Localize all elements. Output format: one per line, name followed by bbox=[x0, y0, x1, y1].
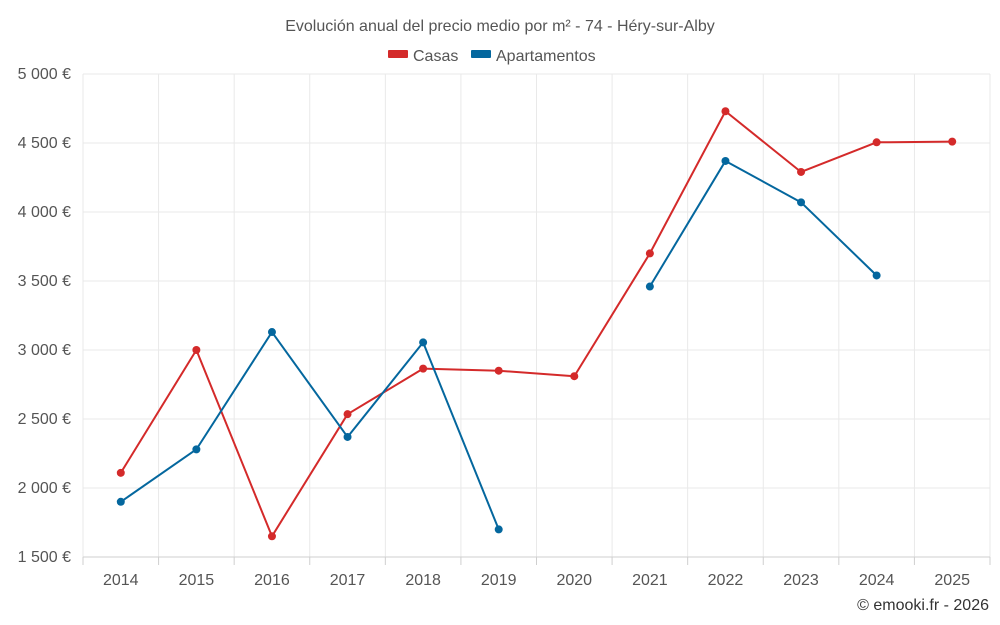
data-point-apartamentos[interactable] bbox=[343, 432, 352, 441]
data-point-casas[interactable] bbox=[872, 138, 881, 147]
y-tick-label: 4 000 € bbox=[18, 204, 71, 221]
chart-title: Evolución anual del precio medio por m² … bbox=[285, 18, 715, 35]
data-point-casas[interactable] bbox=[721, 107, 730, 116]
data-point-casas[interactable] bbox=[192, 346, 201, 354]
x-tick-label: 2024 bbox=[859, 572, 895, 589]
x-tick-label: 2022 bbox=[708, 572, 744, 589]
x-tick-label: 2025 bbox=[934, 572, 970, 589]
data-point-apartamentos[interactable] bbox=[419, 338, 428, 347]
legend-swatch-apartamentos bbox=[471, 50, 491, 58]
data-point-casas[interactable] bbox=[570, 372, 579, 381]
data-point-apartamentos[interactable] bbox=[494, 525, 503, 534]
y-tick-label: 2 000 € bbox=[18, 480, 71, 497]
data-point-casas[interactable] bbox=[797, 167, 806, 176]
series-layer bbox=[116, 107, 957, 541]
x-tick-label: 2016 bbox=[254, 572, 290, 589]
y-tick-label: 3 000 € bbox=[18, 342, 71, 359]
x-tick-label: 2014 bbox=[103, 572, 139, 589]
data-point-casas[interactable] bbox=[267, 532, 276, 541]
legend-label-casas[interactable]: Casas bbox=[413, 48, 458, 65]
x-tick-label: 2023 bbox=[783, 572, 819, 589]
legend-swatch-casas bbox=[388, 50, 408, 58]
grid bbox=[82, 73, 991, 557]
credit-text: © emooki.fr - 2026 bbox=[857, 597, 989, 614]
x-tick-label: 2017 bbox=[330, 572, 366, 589]
data-point-casas[interactable] bbox=[419, 364, 428, 373]
y-tick-label: 4 500 € bbox=[18, 135, 71, 152]
x-tick-label: 2018 bbox=[405, 572, 441, 589]
data-point-apartamentos[interactable] bbox=[267, 328, 276, 337]
data-point-casas[interactable] bbox=[494, 366, 503, 375]
x-tick-label: 2020 bbox=[556, 572, 592, 589]
data-point-apartamentos[interactable] bbox=[872, 271, 881, 280]
data-point-apartamentos[interactable] bbox=[645, 282, 654, 291]
data-point-apartamentos[interactable] bbox=[797, 198, 806, 207]
x-tick-label: 2019 bbox=[481, 572, 517, 589]
data-point-apartamentos[interactable] bbox=[721, 156, 730, 165]
legend-label-apartamentos[interactable]: Apartamentos bbox=[496, 48, 596, 65]
data-point-casas[interactable] bbox=[116, 468, 125, 477]
y-tick-label: 3 500 € bbox=[18, 273, 71, 290]
series-line-apartamentos bbox=[120, 331, 500, 530]
y-tick-label: 2 500 € bbox=[18, 411, 71, 428]
series-casas bbox=[116, 107, 957, 541]
data-point-casas[interactable] bbox=[948, 137, 957, 146]
series-apartamentos bbox=[116, 156, 881, 534]
y-axis: 1 500 € 2 000 € 2 500 € 3 000 € 3 500 € 4 000… bbox=[18, 66, 71, 566]
y-tick-label: 5 000 € bbox=[18, 66, 71, 83]
legend-item-apartamentos[interactable]: Apartamentos bbox=[471, 48, 596, 65]
series-line-casas bbox=[119, 110, 953, 538]
data-point-apartamentos[interactable] bbox=[116, 497, 125, 506]
data-point-casas[interactable] bbox=[343, 410, 352, 419]
y-tick-label: 1 500 € bbox=[18, 549, 71, 566]
x-axis: 2014 2015 2016 2017 2018 2019 2020 2021 2022 2023… bbox=[82, 556, 991, 589]
x-tick-label: 2015 bbox=[179, 572, 215, 589]
series-line-apartamentos bbox=[649, 159, 878, 288]
x-tick-label: 2021 bbox=[632, 572, 668, 589]
legend-item-casas[interactable]: Casas bbox=[388, 48, 458, 65]
legend[interactable]: Casas Apartamentos bbox=[388, 48, 596, 65]
data-point-apartamentos[interactable] bbox=[192, 445, 201, 454]
data-point-casas[interactable] bbox=[645, 249, 654, 258]
